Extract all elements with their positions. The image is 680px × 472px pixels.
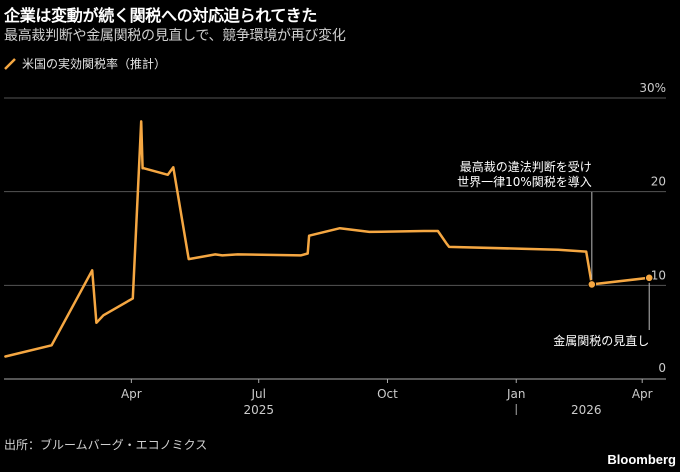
x-tick-label: Apr (632, 387, 653, 401)
y-tick-label: 20 (651, 175, 666, 189)
x-tick-label: Apr (121, 387, 142, 401)
y-tick-label: 10 (651, 268, 666, 282)
annotation-text: 世界一律10%関税を導入 (457, 175, 592, 189)
data-point-marker (644, 273, 654, 283)
x-tick-label: Jul (250, 387, 265, 401)
series-line (4, 120, 651, 358)
x-year-label: 2025 (243, 403, 274, 417)
chart-title: 企業は変動が続く関税への対応迫られてきた (4, 6, 318, 25)
source-note: 出所：ブルームバーグ・エコノミクス (4, 438, 208, 452)
legend-label: 米国の実効関税率（推計） (22, 57, 167, 71)
legend: 米国の実効関税率（推計） (4, 55, 166, 72)
legend-swatch-icon (4, 57, 16, 70)
y-tick-label: 30% (639, 81, 666, 95)
x-tick-label: Oct (377, 387, 398, 401)
x-year-label: 2026 (571, 403, 602, 417)
y-tick-label: 0 (658, 361, 666, 375)
bloomberg-logo: Bloomberg (607, 452, 676, 467)
data-point-marker (587, 280, 597, 289)
annotation-text: 最高裁の違法判断を受け (460, 159, 592, 174)
x-tick-label: Jan (506, 387, 526, 401)
annotation-text: 金属関税の見直し (553, 333, 649, 348)
chart-subtitle: 最高裁判断や金属関税の見直しで、競争環境が再び変化 (4, 28, 346, 44)
